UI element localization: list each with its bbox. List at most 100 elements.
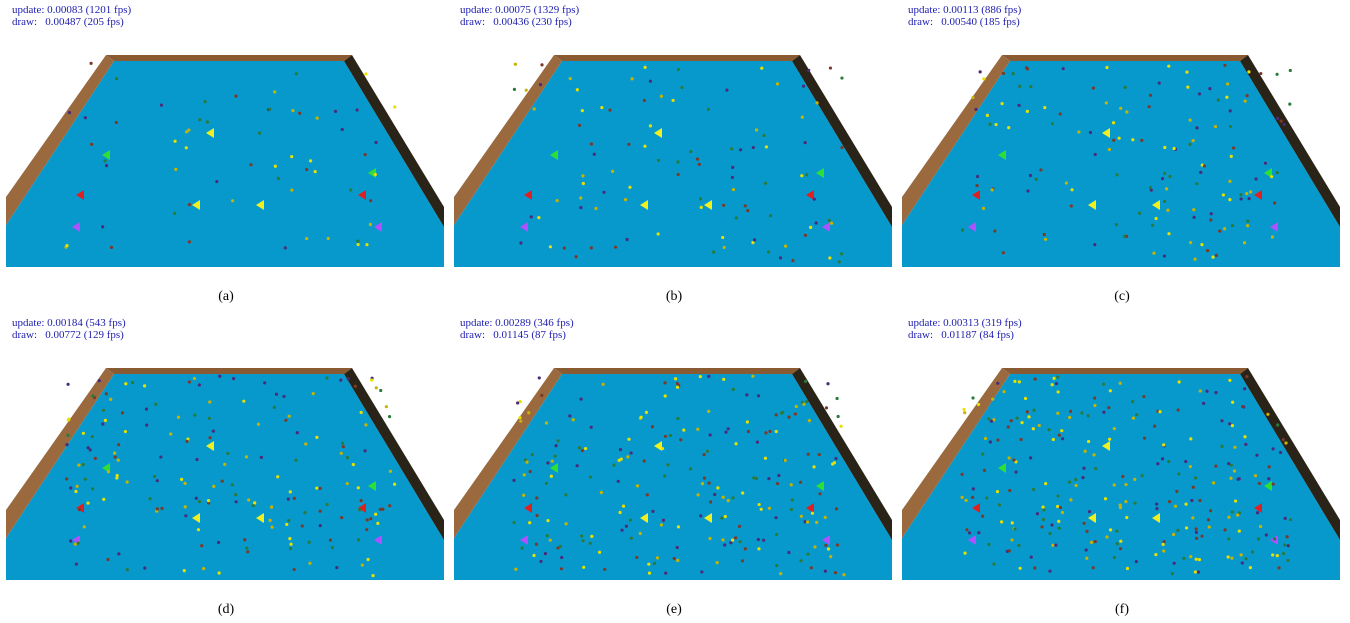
agent	[800, 174, 803, 177]
floor	[6, 61, 444, 267]
agent	[107, 470, 110, 473]
agent	[103, 159, 106, 162]
agent	[617, 480, 620, 483]
agent	[1118, 137, 1121, 140]
agent	[677, 173, 680, 176]
agent	[184, 505, 187, 508]
agent	[722, 204, 725, 207]
agent	[1283, 123, 1286, 126]
agent	[1065, 181, 1068, 184]
agent	[365, 528, 368, 531]
agent	[1256, 511, 1259, 514]
agent	[556, 199, 559, 202]
agent	[745, 393, 748, 396]
draw-stat: draw: 0.01187 (84 fps)	[908, 330, 1014, 341]
agent	[1051, 122, 1054, 125]
agent	[1231, 424, 1234, 427]
agent	[787, 551, 790, 554]
agent	[369, 223, 372, 226]
agent	[388, 415, 391, 418]
agent	[374, 513, 377, 516]
agent	[835, 507, 838, 510]
agent	[1282, 552, 1285, 555]
agent	[752, 146, 755, 149]
draw-stat: draw: 0.00487 (205 fps)	[12, 17, 124, 28]
agent	[1188, 143, 1191, 146]
agent	[776, 82, 779, 85]
agent	[813, 198, 816, 201]
agent	[989, 440, 992, 443]
agent	[1212, 481, 1215, 484]
agent	[308, 562, 311, 565]
agent	[114, 455, 117, 458]
agent	[963, 411, 966, 414]
agent	[1175, 490, 1178, 493]
agent	[755, 128, 758, 131]
agent	[1268, 465, 1271, 468]
agent	[314, 170, 317, 173]
agent	[1016, 416, 1019, 419]
agent	[818, 492, 821, 495]
agent	[126, 568, 129, 571]
agent	[671, 99, 674, 102]
agent	[104, 419, 107, 422]
agent	[701, 482, 704, 485]
agent	[1249, 190, 1252, 193]
agent	[808, 419, 811, 422]
agent	[1040, 525, 1043, 528]
agent	[1084, 450, 1087, 453]
agent	[1243, 241, 1246, 244]
agent	[751, 375, 754, 378]
agent	[1108, 438, 1111, 441]
agent	[1126, 567, 1129, 570]
agent	[1054, 543, 1057, 546]
agent	[131, 381, 134, 384]
agent	[1025, 66, 1028, 69]
agent	[212, 430, 215, 433]
caption: (b)	[454, 289, 894, 305]
agent	[805, 173, 808, 176]
agent	[246, 550, 249, 553]
agent	[799, 559, 802, 562]
agent	[673, 557, 676, 560]
agent	[1184, 460, 1187, 463]
agent	[1092, 453, 1095, 456]
agent	[115, 121, 118, 124]
agent	[1227, 537, 1230, 540]
agent	[1089, 131, 1092, 134]
agent	[807, 453, 810, 456]
agent	[838, 260, 841, 263]
agent	[361, 563, 364, 566]
agent	[1271, 235, 1274, 238]
agent	[1058, 527, 1061, 530]
agent	[1223, 227, 1226, 230]
agent	[975, 184, 978, 187]
agent	[624, 198, 627, 201]
agent	[188, 203, 191, 206]
agent	[1230, 155, 1233, 158]
agent	[779, 572, 782, 575]
agent	[1094, 153, 1097, 156]
agent	[545, 421, 548, 424]
agent	[620, 529, 623, 532]
agent	[319, 487, 322, 490]
agent	[1189, 555, 1192, 558]
agent	[554, 444, 557, 447]
agent	[514, 63, 517, 66]
agent	[1155, 507, 1158, 510]
agent	[560, 567, 563, 570]
agent	[1207, 518, 1210, 521]
agent	[1288, 102, 1291, 105]
agent	[734, 442, 737, 445]
agent	[298, 112, 301, 115]
agent	[198, 383, 201, 386]
agent	[385, 405, 388, 408]
agent	[185, 440, 188, 443]
agent	[1151, 224, 1154, 227]
agent	[1208, 87, 1211, 90]
agent	[539, 560, 542, 563]
agent	[91, 487, 94, 490]
agent	[574, 255, 577, 258]
agent	[284, 246, 287, 249]
agent	[576, 464, 579, 467]
